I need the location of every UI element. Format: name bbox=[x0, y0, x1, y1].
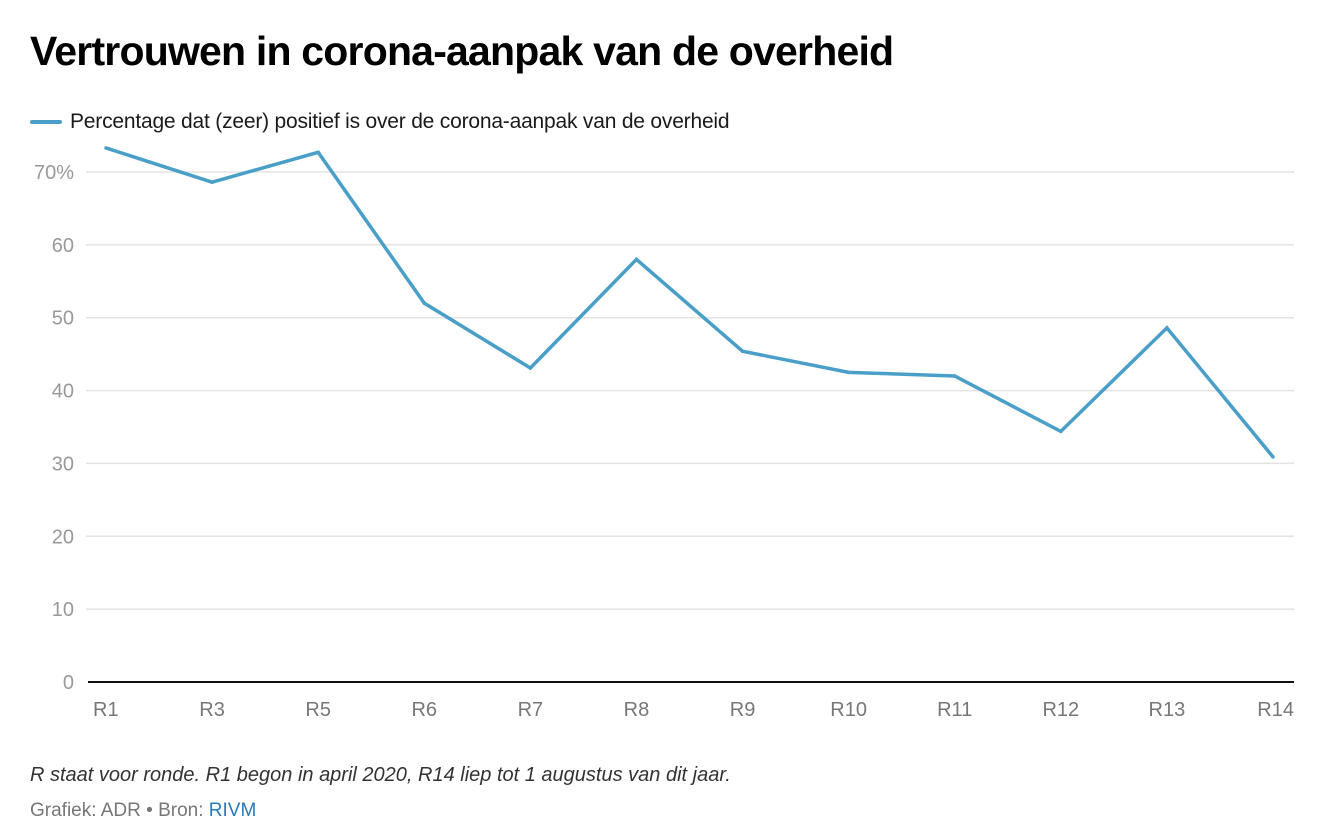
data-point bbox=[1059, 429, 1063, 434]
gridlines bbox=[86, 171, 1294, 610]
data-point bbox=[422, 301, 427, 305]
x-tick-label: R14 bbox=[1257, 699, 1294, 721]
y-tick-label: 0 bbox=[63, 672, 74, 694]
data-point bbox=[1165, 326, 1169, 330]
line-chart: 0 10 20 30 40 50 60 70% R1 R3 R5 R6 R7 R8 R9 R10 R11 R12… bbox=[34, 146, 1294, 721]
chart-note: R staat voor ronde. R1 begon in april 20… bbox=[30, 764, 731, 786]
source-label: Bron: bbox=[158, 800, 209, 821]
x-tick-label: R12 bbox=[1042, 699, 1079, 721]
data-point bbox=[846, 370, 851, 375]
source-link[interactable]: RIVM bbox=[208, 800, 257, 821]
data-point bbox=[210, 180, 214, 184]
x-axis-ticks: R1 R3 R5 R6 R7 R8 R9 R10 R11 R12 R13 R14 bbox=[93, 699, 1294, 721]
credit-separator: • bbox=[140, 800, 159, 821]
y-tick-label: 70% bbox=[34, 162, 74, 184]
data-point bbox=[528, 366, 533, 370]
data-point bbox=[104, 146, 108, 150]
legend: Percentage dat (zeer) positief is over d… bbox=[30, 110, 730, 134]
y-tick-label: 30 bbox=[52, 453, 74, 475]
x-tick-label: R6 bbox=[411, 699, 437, 721]
x-tick-label: R8 bbox=[624, 699, 650, 721]
data-point bbox=[316, 150, 320, 155]
x-tick-label: R9 bbox=[730, 699, 756, 721]
graphic-credit: Grafiek: ADR bbox=[30, 800, 141, 821]
y-tick-label: 60 bbox=[52, 235, 74, 257]
legend-label: Percentage dat (zeer) positief is over d… bbox=[70, 110, 730, 133]
x-tick-label: R7 bbox=[518, 699, 544, 721]
y-tick-label: 20 bbox=[52, 526, 74, 548]
x-tick-label: R5 bbox=[305, 699, 331, 721]
y-tick-label: 50 bbox=[52, 308, 74, 330]
x-tick-label: R11 bbox=[937, 699, 972, 721]
series-line bbox=[105, 146, 1275, 458]
chart-credit: Grafiek: ADR • Bron: RIVM bbox=[30, 800, 256, 822]
y-axis-ticks: 0 10 20 30 40 50 60 70% bbox=[34, 162, 74, 694]
data-point bbox=[952, 374, 957, 378]
data-point bbox=[1271, 455, 1275, 459]
y-tick-label: 10 bbox=[52, 599, 74, 621]
data-point bbox=[634, 257, 639, 262]
y-tick-label: 40 bbox=[52, 381, 74, 403]
x-tick-label: R10 bbox=[830, 699, 867, 721]
legend-swatch bbox=[30, 120, 62, 124]
x-tick-label: R1 bbox=[93, 699, 119, 721]
series-layer bbox=[104, 146, 1275, 459]
x-tick-label: R13 bbox=[1149, 699, 1186, 721]
x-tick-label: R3 bbox=[199, 699, 225, 721]
data-point bbox=[740, 349, 745, 353]
chart-title: Vertrouwen in corona-aanpak van de overh… bbox=[30, 28, 894, 74]
